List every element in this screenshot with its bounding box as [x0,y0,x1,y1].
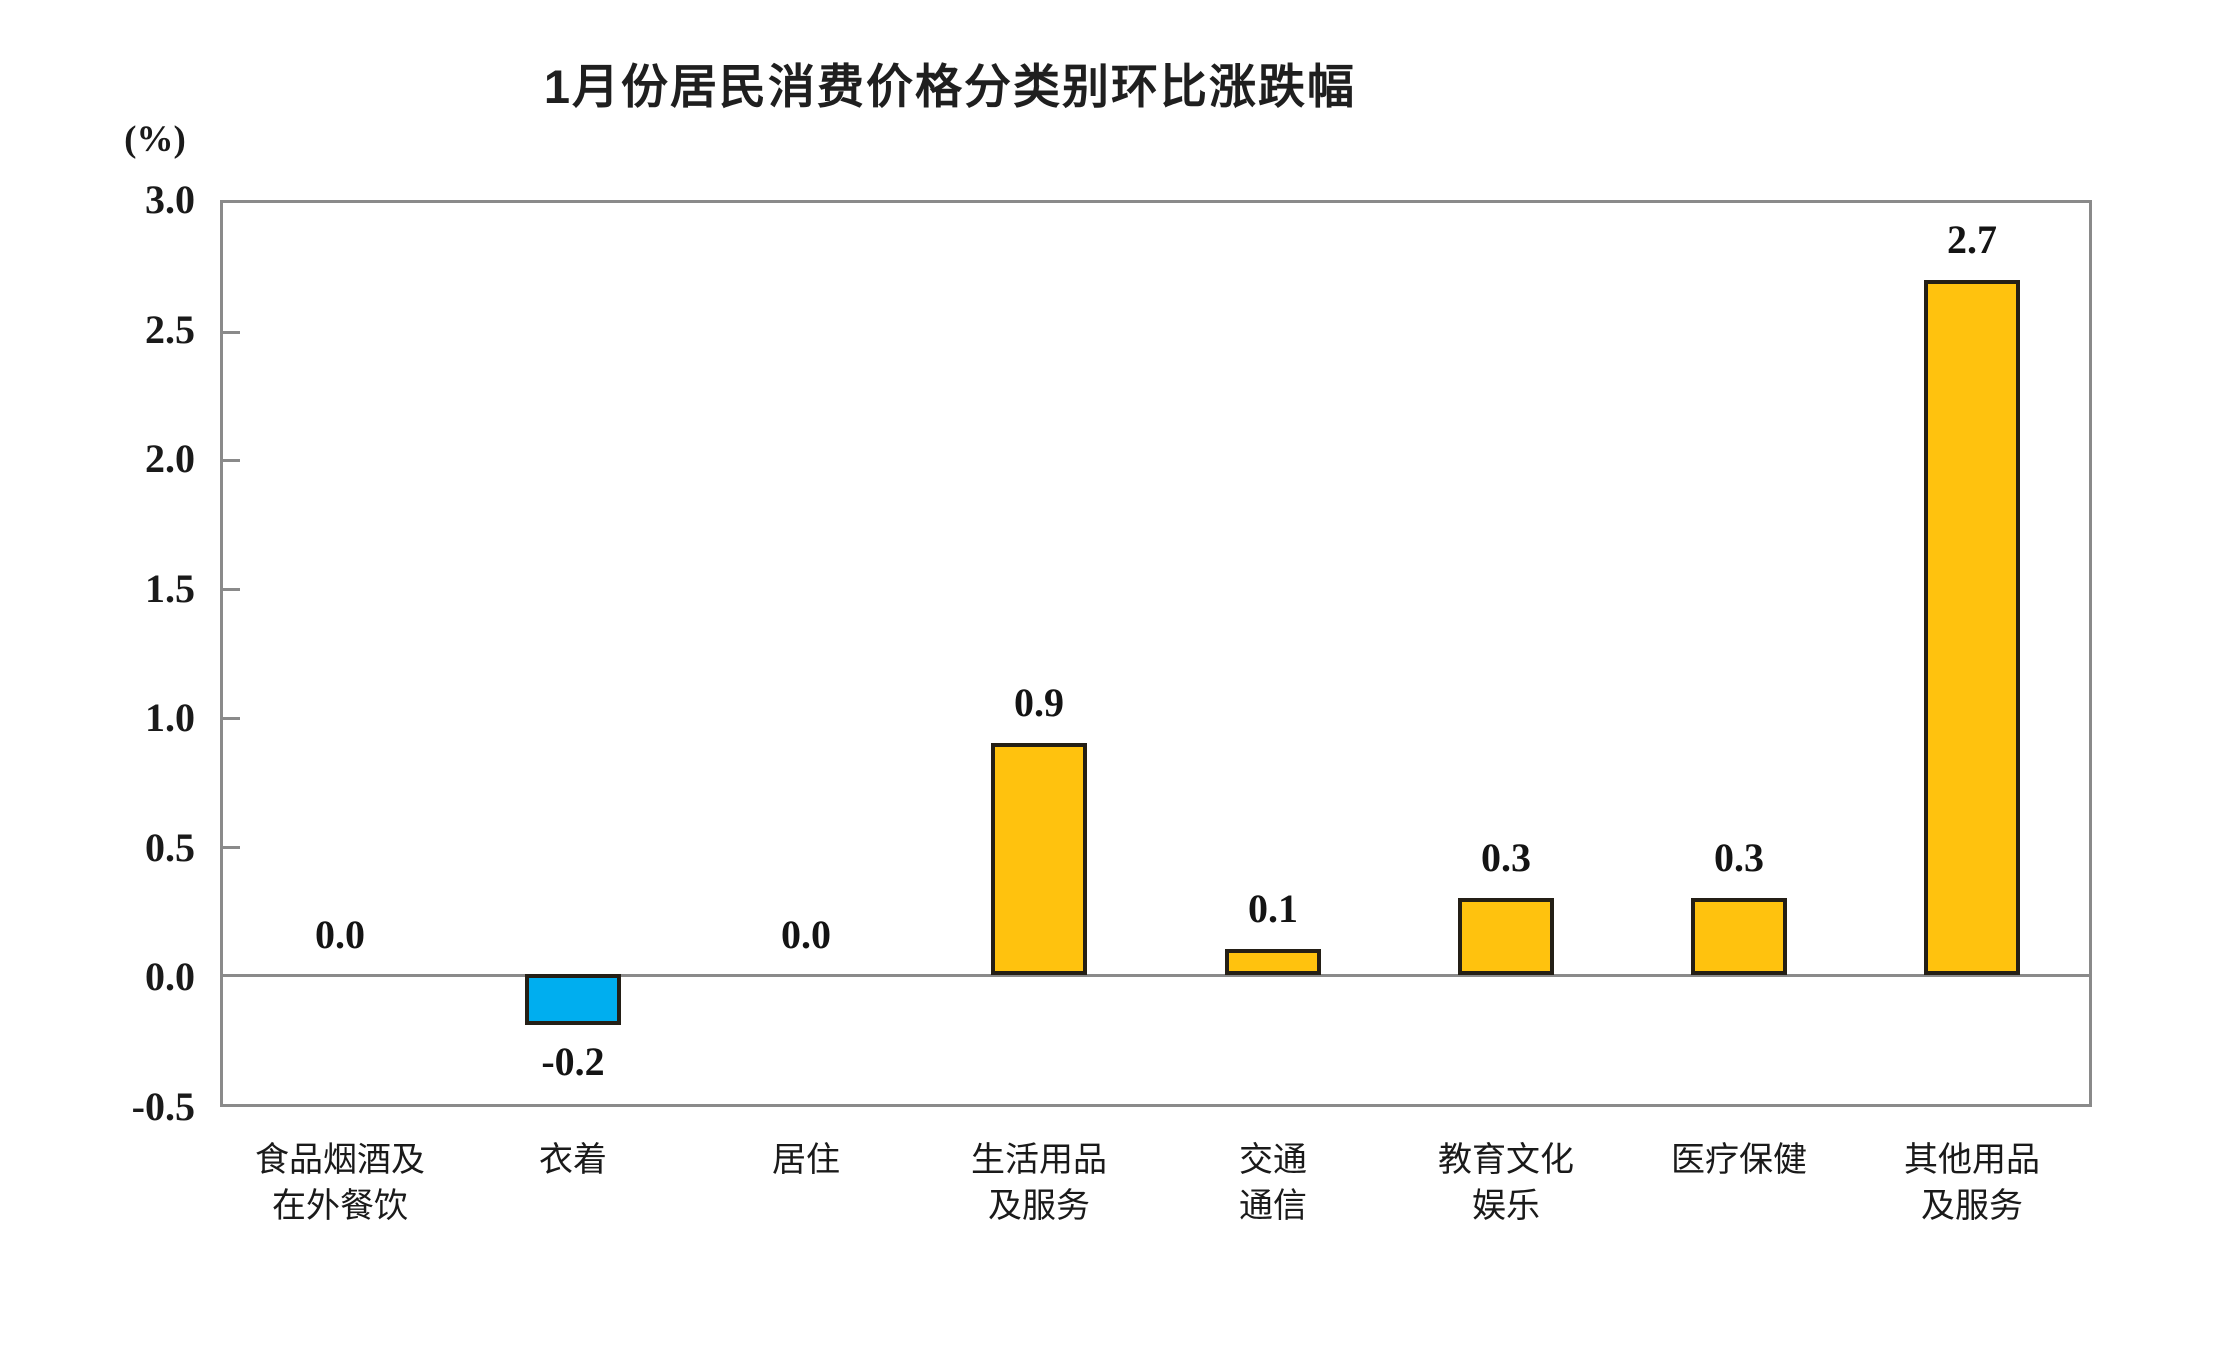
category-label-5: 教育文化 娱乐 [1438,1142,1574,1225]
bar-value-label: 0.0 [315,912,365,957]
bar-value-label: 0.3 [1481,835,1531,880]
bar-value-label: 0.3 [1714,835,1764,880]
category-label-1: 衣着 [539,1142,607,1179]
bar-value-label: -0.2 [541,1039,605,1084]
y-tick-label: 3.0 [145,177,195,222]
bar-value-label: 0.1 [1248,886,1298,931]
y-tick-label: 1.5 [145,566,195,611]
bar-6 [1691,898,1787,975]
y-tick-label: 0.5 [145,825,195,870]
y-tick-label: 2.5 [145,307,195,352]
bar-5 [1458,898,1554,975]
y-tick-label: -0.5 [131,1084,195,1129]
category-label-3: 生活用品 及服务 [971,1142,1107,1225]
y-tick-mark [223,717,240,720]
y-tick-mark [223,974,240,977]
y-axis-unit-label: (%) [124,119,186,160]
zero-baseline [223,974,2089,977]
y-tick-mark [223,459,240,462]
category-label-6: 医疗保健 [1671,1142,1807,1179]
bar-value-label: 0.0 [781,912,831,957]
bar-7 [1924,280,2020,975]
chart-title: 1月份居民消费价格分类别环比涨跌幅 [543,60,1357,113]
bar-1 [525,974,621,1025]
y-tick-mark [223,846,240,849]
category-label-4: 交通 通信 [1239,1142,1307,1225]
y-tick-label: 1.0 [145,695,195,740]
category-label-2: 居住 [772,1142,840,1179]
y-tick-label: 2.0 [145,436,195,481]
bar-3 [991,743,1087,975]
bar-4 [1225,949,1321,975]
y-tick-label: 0.0 [145,954,195,999]
y-tick-mark [223,331,240,334]
bar-value-label: 0.9 [1014,680,1064,725]
y-tick-mark [223,588,240,591]
category-label-0: 食品烟酒及 在外餐饮 [255,1142,425,1225]
category-label-7: 其他用品 及服务 [1904,1142,2040,1225]
plot-area [220,200,2092,1107]
bar-value-label: 2.7 [1947,217,1997,262]
